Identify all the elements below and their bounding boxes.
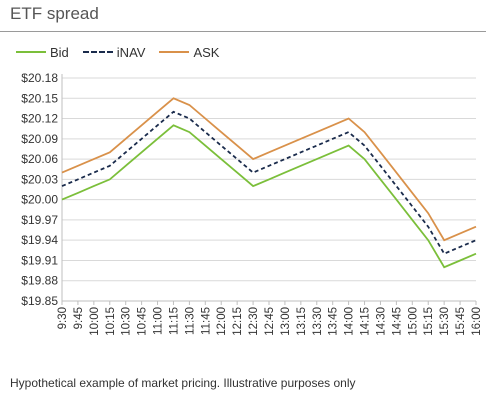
- x-tick-label: 10:15: [105, 307, 117, 336]
- y-tick-label: $19.88: [21, 274, 58, 288]
- x-tick-label: 9:30: [57, 307, 69, 329]
- x-tick-label: 14:30: [375, 307, 387, 336]
- y-tick-label: $19.91: [21, 253, 58, 267]
- legend-label-ask: ASK: [193, 44, 220, 60]
- footnote: Hypothetical example of market pricing. …: [10, 376, 356, 390]
- y-tick-label: $20.03: [21, 172, 58, 186]
- y-tick-label: $20.12: [21, 112, 58, 126]
- y-tick-label: $20.15: [21, 91, 58, 105]
- y-tick-label: $19.85: [21, 294, 58, 308]
- x-tick-label: 14:45: [391, 307, 403, 336]
- legend-swatch-ask: [159, 51, 190, 53]
- x-tick-label: 13:45: [328, 307, 340, 336]
- legend-item-bid: Bid: [16, 45, 69, 60]
- x-tick-label: 12:00: [216, 307, 228, 336]
- series-line-bid: [61, 124, 477, 269]
- chart-legend: Bid iNAV ASK: [16, 42, 233, 62]
- x-tick-label: 14:15: [360, 307, 372, 336]
- x-tick-label: 12:15: [232, 307, 244, 336]
- x-tick-label: 13:30: [312, 307, 324, 336]
- x-tick-label: 13:00: [280, 307, 292, 336]
- x-tick-label: 11:30: [184, 307, 196, 335]
- x-tick-label: 12:45: [264, 307, 276, 336]
- legend-item-inav: iNAV: [82, 44, 146, 60]
- x-tick-label: 10:00: [89, 307, 101, 336]
- legend-item-ask: ASK: [159, 45, 219, 60]
- x-tick-label: 12:30: [248, 307, 260, 336]
- legend-label-inav: iNAV: [116, 44, 146, 60]
- series-line-ask: [61, 97, 477, 242]
- x-tick-label: 16:00: [471, 307, 483, 336]
- x-tick-label: 9:45: [73, 307, 85, 329]
- x-tick-label: 15:15: [423, 307, 435, 336]
- y-tick-label: $20.18: [21, 71, 58, 85]
- x-tick-label: 10:45: [137, 307, 149, 336]
- chart-plot: $20.18 $20.15 $20.12 $20.09 $20.06 $20.03 $20.…: [21, 71, 483, 336]
- x-tick-label: 11:00: [153, 307, 165, 335]
- x-tick-label: 15:00: [407, 307, 419, 336]
- y-tick-label: $20.00: [21, 193, 58, 207]
- x-tick-label: 13:15: [296, 307, 308, 336]
- y-tick-label: $20.06: [21, 152, 58, 166]
- y-tick-label: $20.09: [21, 132, 58, 146]
- title-divider: [0, 31, 486, 32]
- x-tick-label: 11:45: [200, 307, 212, 335]
- x-tick-label: 11:15: [168, 307, 180, 335]
- legend-label-bid: Bid: [50, 44, 69, 60]
- chart-title: ETF spread: [10, 4, 99, 23]
- x-tick-label: 15:30: [439, 307, 451, 336]
- legend-swatch-inav: [82, 51, 113, 53]
- title-bar: ETF spread: [0, 0, 496, 34]
- y-tick-label: $19.97: [21, 213, 58, 227]
- series-line-inav: [61, 110, 477, 255]
- x-tick-label: 15:45: [455, 307, 467, 336]
- y-tick-label: $19.94: [21, 233, 58, 247]
- legend-swatch-bid: [16, 51, 46, 53]
- x-tick-label: 10:30: [121, 307, 133, 336]
- x-tick-label: 14:00: [344, 307, 356, 336]
